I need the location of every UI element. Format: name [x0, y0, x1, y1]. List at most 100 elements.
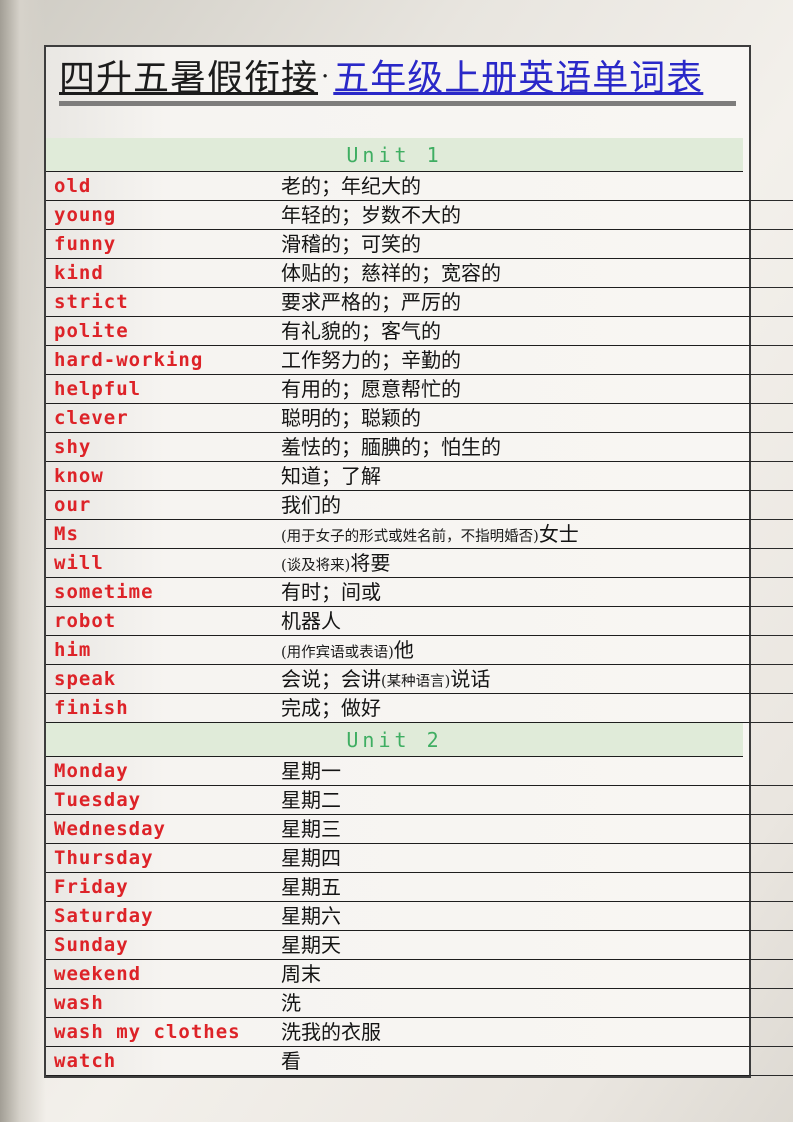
- chinese-meaning: 滑稽的；可笑的: [281, 234, 749, 254]
- usage-annotation: (用作宾语或表语): [281, 644, 394, 661]
- meaning-text: 他: [393, 637, 414, 662]
- chinese-meaning: 有礼貌的；客气的: [281, 321, 749, 341]
- meaning-text: 有礼貌的；客气的: [281, 319, 441, 343]
- meaning-text: 星期三: [281, 817, 341, 841]
- meaning-text: 洗: [281, 991, 301, 1015]
- word-row: him (用作宾语或表语)他: [46, 636, 793, 665]
- english-word: Friday: [54, 876, 129, 898]
- word-row: our 我们的: [46, 491, 793, 520]
- english-word: watch: [54, 1050, 117, 1072]
- word-row: old 老的；年纪大的: [46, 172, 793, 201]
- meaning-text: 机器人: [281, 609, 341, 633]
- chinese-meaning: 星期天: [281, 935, 749, 955]
- english-word: Sunday: [54, 934, 129, 956]
- chinese-meaning: 完成；做好: [281, 698, 749, 718]
- english-word: our: [54, 494, 92, 516]
- english-word: weekend: [54, 963, 142, 985]
- chinese-meaning: 会说；会讲(某种语言)说话: [281, 669, 749, 690]
- chinese-meaning: 聪明的；聪颖的: [281, 408, 749, 428]
- english-word: hard-working: [54, 349, 204, 371]
- word-row: strict 要求严格的；严厉的: [46, 288, 793, 317]
- meaning-text: 羞怯的；腼腆的；怕生的: [281, 435, 501, 459]
- meaning-text: 有用的；愿意帮忙的: [281, 377, 461, 401]
- meaning-text: 洗我的衣服: [281, 1020, 381, 1044]
- word-row: shy 羞怯的；腼腆的；怕生的: [46, 433, 793, 462]
- chinese-meaning: 星期五: [281, 877, 749, 897]
- chinese-meaning: 洗: [281, 993, 749, 1013]
- chinese-meaning: 星期一: [281, 761, 749, 781]
- word-row: helpful 有用的；愿意帮忙的: [46, 375, 793, 404]
- word-row: polite 有礼貌的；客气的: [46, 317, 793, 346]
- chinese-meaning: 体贴的；慈祥的；宽容的: [281, 263, 749, 283]
- english-word: helpful: [54, 378, 142, 400]
- meaning-text: 我们的: [281, 493, 341, 517]
- english-word: wash: [54, 992, 104, 1014]
- english-word: speak: [54, 668, 117, 690]
- page-title: 四升五暑假衔接 ·五年级上册英语单词表: [59, 56, 736, 106]
- title-area: 四升五暑假衔接 ·五年级上册英语单词表: [46, 47, 749, 138]
- chinese-meaning: 知道；了解: [281, 466, 749, 486]
- usage-annotation: (谈及将来): [281, 557, 351, 574]
- meaning-text: 体贴的；慈祥的；宽容的: [281, 261, 501, 285]
- english-word: old: [54, 175, 92, 197]
- english-word: strict: [54, 291, 129, 313]
- word-row: Monday 星期一: [46, 757, 793, 786]
- chinese-meaning: 星期六: [281, 906, 749, 926]
- word-row: finish 完成；做好: [46, 694, 793, 723]
- word-row: Sunday 星期天: [46, 931, 793, 960]
- meaning-text: 星期六: [281, 904, 341, 928]
- chinese-meaning: 星期三: [281, 819, 749, 839]
- english-word: wash my clothes: [54, 1021, 241, 1043]
- word-row: Tuesday 星期二: [46, 786, 793, 815]
- word-row: Friday 星期五: [46, 873, 793, 902]
- english-word: clever: [54, 407, 129, 429]
- english-word: finish: [54, 697, 129, 719]
- word-row: funny 滑稽的；可笑的: [46, 230, 793, 259]
- title-prefix: 四升五暑假衔接: [59, 58, 319, 99]
- meaning-text: 星期四: [281, 846, 341, 870]
- chinese-meaning: (用作宾语或表语)他: [281, 640, 749, 661]
- english-word: shy: [54, 436, 92, 458]
- meaning-text: 聪明的；聪颖的: [281, 406, 421, 430]
- chinese-meaning: 羞怯的；腼腆的；怕生的: [281, 437, 749, 457]
- chinese-meaning: (用于女子的形式或姓名前，不指明婚否)女士: [281, 524, 749, 545]
- chinese-meaning: 机器人: [281, 611, 749, 631]
- word-row: wash my clothes 洗我的衣服: [46, 1018, 793, 1047]
- usage-annotation: (用于女子的形式或姓名前，不指明婚否): [281, 528, 539, 545]
- word-row: hard-working 工作努力的；辛勤的: [46, 346, 793, 375]
- english-word: Saturday: [54, 905, 154, 927]
- meaning-text: 星期五: [281, 875, 341, 899]
- page-frame: 四升五暑假衔接 ·五年级上册英语单词表 Unit 1 old 老的；年纪大的 young…: [44, 45, 793, 1078]
- word-row: young 年轻的；岁数不大的: [46, 201, 793, 230]
- meaning-text: 滑稽的；可笑的: [281, 232, 421, 256]
- chinese-meaning: 工作努力的；辛勤的: [281, 350, 749, 370]
- meaning-text: 有时；间或: [281, 580, 381, 604]
- english-word: Wednesday: [54, 818, 166, 840]
- word-row: Thursday 星期四: [46, 844, 793, 873]
- chinese-meaning: 星期二: [281, 790, 749, 810]
- meaning-text: 知道；了解: [281, 464, 381, 488]
- meaning-text: 工作努力的；辛勤的: [281, 348, 461, 372]
- meaning-text: 年轻的；岁数不大的: [281, 203, 461, 227]
- word-row: sometime 有时；间或: [46, 578, 793, 607]
- chinese-meaning: 星期四: [281, 848, 749, 868]
- title-link[interactable]: 五年级上册英语单词表: [333, 58, 704, 99]
- unit-header: Unit 2: [46, 723, 743, 757]
- meaning-text: 说话: [450, 666, 491, 691]
- word-row: clever 聪明的；聪颖的: [46, 404, 793, 433]
- word-row: Wednesday 星期三: [46, 815, 793, 844]
- meaning-text: 星期一: [281, 759, 341, 783]
- unit-label: Unit 2: [346, 727, 443, 752]
- meaning-text: 看: [281, 1049, 301, 1073]
- usage-annotation: (某种语言): [381, 673, 451, 690]
- chinese-meaning: 周末: [281, 964, 749, 984]
- english-word: Monday: [54, 760, 129, 782]
- meaning-text: 要求严格的；严厉的: [281, 290, 461, 314]
- meaning-text: 老的；年纪大的: [281, 174, 421, 198]
- title-separator-dot: ·: [321, 62, 331, 92]
- word-row: speak 会说；会讲(某种语言)说话: [46, 665, 793, 694]
- english-word: him: [54, 639, 92, 661]
- english-word: young: [54, 204, 117, 226]
- english-word: robot: [54, 610, 117, 632]
- english-word: Thursday: [54, 847, 154, 869]
